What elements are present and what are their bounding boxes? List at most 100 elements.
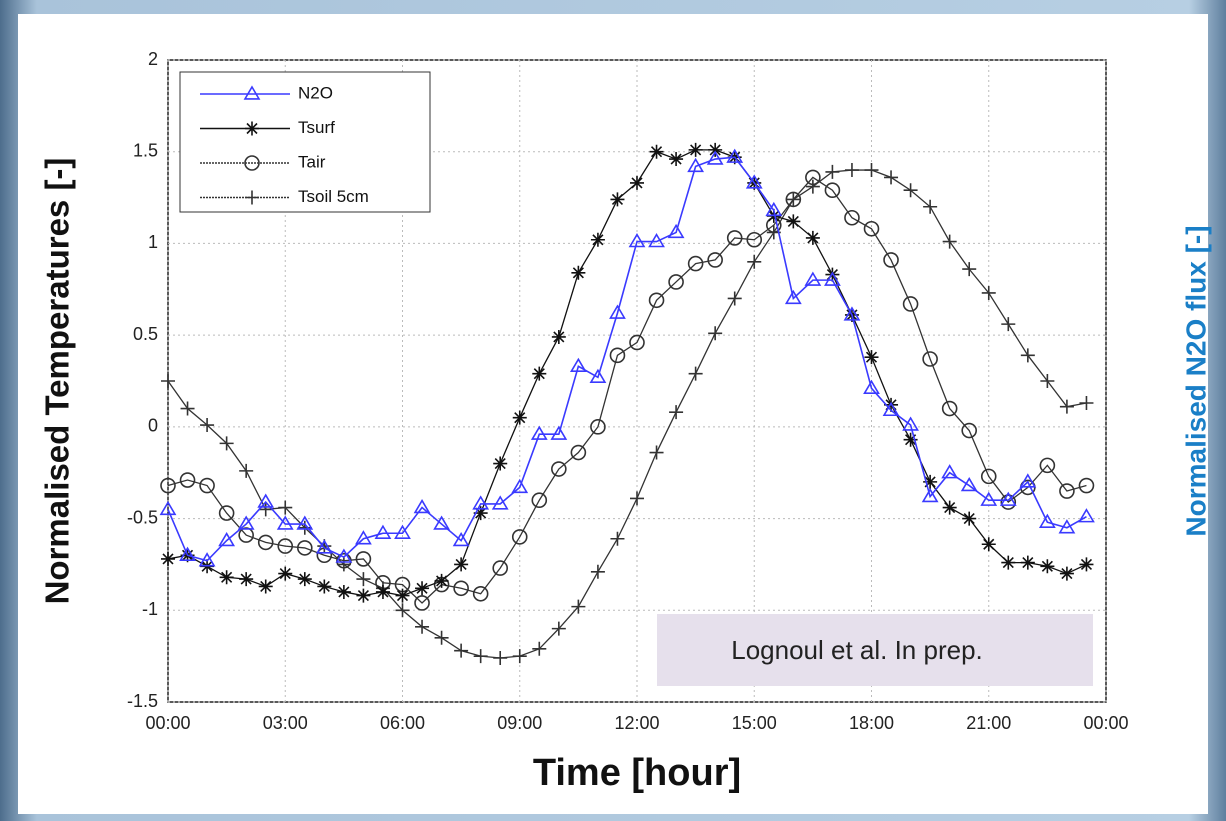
marker: [569, 357, 587, 373]
marker: [550, 425, 568, 440]
marker: [688, 366, 703, 381]
marker: [452, 532, 470, 547]
marker: [179, 472, 196, 488]
marker: [245, 121, 259, 136]
x-tick-label: 18:00: [849, 713, 894, 733]
legend-box: [179, 71, 431, 213]
marker: [219, 570, 234, 585]
marker: [747, 254, 762, 269]
marker: [1020, 348, 1035, 363]
marker: [433, 576, 450, 593]
x-tick-label: 06:00: [380, 713, 425, 733]
marker: [159, 500, 177, 516]
marker: [628, 233, 646, 248]
marker: [511, 478, 529, 494]
marker: [863, 379, 880, 395]
marker: [237, 515, 255, 530]
legend-label: Tair: [298, 152, 326, 171]
marker: [727, 291, 742, 306]
marker: [278, 566, 293, 581]
marker: [492, 560, 509, 576]
marker: [630, 491, 644, 506]
marker: [433, 515, 450, 530]
marker: [512, 649, 527, 664]
marker: [1078, 508, 1095, 523]
marker: [863, 220, 880, 237]
marker: [414, 595, 430, 611]
legend-label: Tsurf: [298, 118, 335, 137]
marker: [687, 255, 704, 272]
x-tick-label: 15:00: [732, 713, 777, 733]
marker: [355, 551, 372, 567]
marker: [589, 368, 607, 384]
marker: [434, 630, 449, 645]
marker: [472, 585, 489, 602]
marker: [532, 366, 547, 381]
marker: [688, 142, 703, 157]
y-axis-label: Normalised Temperatures [-]: [39, 158, 76, 605]
annotation: Lognoul et al. In prep.: [731, 635, 983, 665]
y2-axis-label: Normalised N2O flux [-]: [1180, 225, 1211, 536]
y-tick-label: 2: [148, 49, 158, 69]
marker: [726, 230, 743, 246]
marker: [1020, 555, 1035, 570]
marker: [923, 199, 938, 214]
marker: [590, 564, 605, 579]
marker: [395, 603, 410, 618]
marker: [648, 292, 665, 309]
marker: [610, 531, 625, 546]
marker: [590, 232, 605, 247]
marker: [356, 572, 371, 587]
marker: [708, 142, 723, 157]
marker: [297, 520, 312, 535]
marker: [805, 169, 821, 186]
marker: [707, 252, 723, 268]
series-line: [167, 176, 1087, 604]
marker: [1079, 396, 1094, 411]
marker: [512, 410, 527, 425]
x-axis-label: Time [hour]: [533, 752, 741, 794]
marker: [610, 192, 625, 207]
marker: [903, 432, 918, 447]
marker: [394, 576, 411, 593]
marker: [629, 334, 645, 351]
marker: [316, 547, 333, 564]
marker: [844, 163, 859, 178]
marker: [243, 85, 261, 100]
marker: [883, 252, 899, 268]
marker: [649, 144, 664, 159]
y-tick-label: 1: [148, 232, 158, 252]
marker: [551, 329, 566, 344]
marker: [258, 579, 273, 594]
marker: [277, 538, 294, 554]
x-tick-label: 09:00: [497, 713, 542, 733]
marker: [745, 174, 763, 189]
marker: [1001, 555, 1016, 570]
marker: [394, 524, 411, 539]
marker: [1059, 566, 1074, 581]
marker: [590, 419, 606, 435]
x-tick-label: 00:00: [145, 713, 190, 733]
marker: [161, 374, 175, 388]
marker: [244, 155, 260, 171]
marker: [1040, 374, 1055, 388]
marker: [1058, 519, 1076, 534]
marker: [784, 289, 802, 305]
marker: [981, 537, 996, 552]
marker: [218, 505, 235, 521]
marker: [434, 573, 449, 588]
marker: [981, 285, 996, 300]
series: [159, 148, 1095, 567]
marker: [239, 572, 254, 587]
marker: [245, 190, 259, 205]
marker: [532, 641, 547, 656]
marker: [375, 584, 390, 599]
marker: [239, 463, 254, 478]
marker: [335, 548, 353, 563]
marker: [648, 233, 665, 248]
marker: [1019, 473, 1037, 488]
marker: [902, 416, 919, 431]
marker: [825, 164, 840, 179]
marker: [706, 150, 724, 165]
marker: [1000, 494, 1017, 510]
